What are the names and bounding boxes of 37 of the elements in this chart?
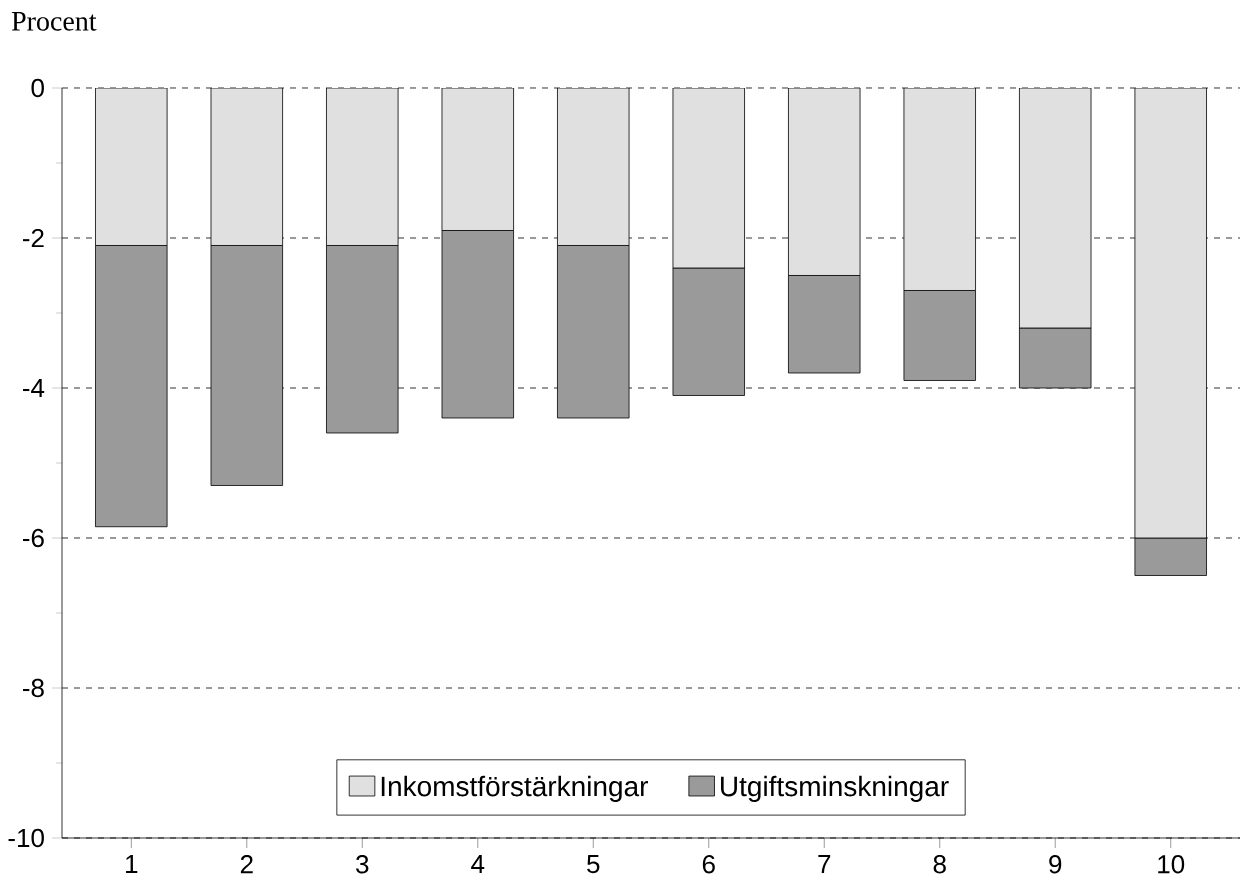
legend-label: Utgiftsminskningar (721, 775, 949, 802)
y-tick-label: -4 (22, 379, 45, 397)
y-tick-label: -2 (22, 228, 44, 248)
bar (903, 290, 976, 381)
bar (441, 230, 514, 419)
x-tick-label: 10 (1158, 855, 1185, 874)
x-tick-label: 8 (933, 855, 946, 874)
x-tick-label: 7 (818, 855, 831, 873)
x-tick-label: 4 (471, 855, 485, 873)
bar (903, 88, 976, 291)
bar (672, 267, 745, 396)
y-axis-title: Procent (11, 12, 97, 31)
bar (1019, 88, 1092, 329)
bar (95, 88, 168, 246)
legend-label: Inkomstförstärkningar (381, 775, 648, 802)
bar (788, 88, 861, 276)
x-tick-label: 3 (356, 855, 369, 874)
bar (1134, 88, 1207, 539)
bar (210, 245, 283, 486)
x-tick-label: 9 (1049, 855, 1062, 874)
y-tick-label: 0 (31, 78, 44, 98)
x-tick-label: 6 (702, 855, 715, 874)
bar (672, 88, 745, 269)
y-tick-label: -6 (22, 528, 44, 548)
bar (326, 245, 399, 434)
bar (441, 88, 514, 231)
bar (210, 88, 283, 246)
bar (1019, 327, 1092, 389)
x-tick-label: 2 (240, 855, 253, 874)
x-tick-label: 5 (587, 855, 600, 874)
x-tick-label: 1 (126, 855, 138, 873)
y-tick-label: -10 (8, 828, 44, 848)
bar (788, 275, 861, 374)
bar (326, 88, 399, 246)
bar (557, 88, 630, 246)
bar (557, 245, 630, 419)
y-tick-label: -8 (22, 678, 44, 698)
